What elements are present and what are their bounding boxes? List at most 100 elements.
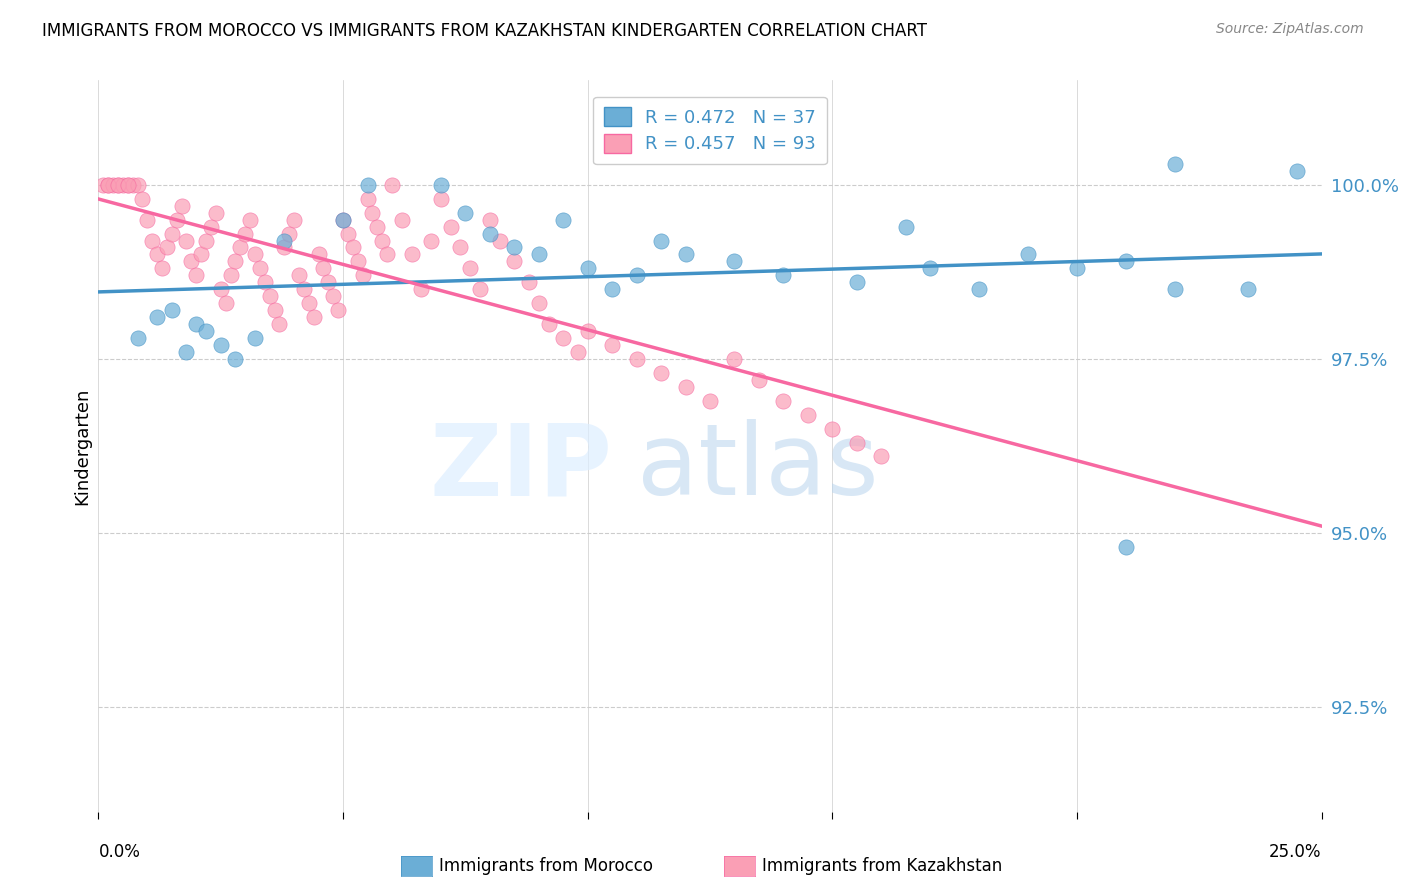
Point xyxy=(821,421,844,435)
Point xyxy=(136,212,159,227)
Y-axis label: Kindergarten: Kindergarten xyxy=(73,387,91,505)
Point xyxy=(381,178,404,192)
Point xyxy=(870,450,893,464)
Point xyxy=(263,303,285,318)
Point xyxy=(160,303,183,318)
Text: Source: ZipAtlas.com: Source: ZipAtlas.com xyxy=(1216,22,1364,37)
Point xyxy=(420,234,443,248)
Point xyxy=(371,234,394,248)
Point xyxy=(336,227,359,241)
Point xyxy=(243,331,266,345)
Point xyxy=(209,338,232,352)
Point xyxy=(278,227,301,241)
Point xyxy=(259,289,281,303)
Point xyxy=(567,345,589,359)
Point xyxy=(107,178,129,192)
Point xyxy=(243,247,266,261)
Point xyxy=(107,178,129,192)
Point xyxy=(576,261,599,276)
Point xyxy=(200,219,222,234)
Point xyxy=(117,178,139,192)
Point xyxy=(503,254,526,268)
Point xyxy=(537,317,560,331)
Point xyxy=(141,234,163,248)
Point xyxy=(894,219,917,234)
Point xyxy=(1164,282,1187,296)
Text: Immigrants from Kazakhstan: Immigrants from Kazakhstan xyxy=(762,857,1002,875)
Point xyxy=(205,205,228,219)
Text: ZIP: ZIP xyxy=(429,419,612,516)
Point xyxy=(224,254,246,268)
Point xyxy=(478,212,501,227)
Point xyxy=(1017,247,1039,261)
Legend: R = 0.472   N = 37, R = 0.457   N = 93: R = 0.472 N = 37, R = 0.457 N = 93 xyxy=(593,96,827,164)
Point xyxy=(797,408,820,422)
Point xyxy=(675,380,697,394)
Point xyxy=(121,178,143,192)
Point xyxy=(920,261,942,276)
Point xyxy=(195,324,218,338)
Point xyxy=(332,212,354,227)
Point xyxy=(111,178,134,192)
Point xyxy=(361,205,384,219)
Point xyxy=(527,247,550,261)
Point xyxy=(209,282,232,296)
Point xyxy=(229,240,252,254)
Point xyxy=(322,289,344,303)
Point xyxy=(450,240,472,254)
Point xyxy=(468,282,491,296)
Point xyxy=(269,317,291,331)
Text: Immigrants from Morocco: Immigrants from Morocco xyxy=(439,857,652,875)
Point xyxy=(356,178,378,192)
Point xyxy=(156,240,179,254)
Point xyxy=(127,331,149,345)
Point xyxy=(723,351,745,366)
Point xyxy=(176,234,198,248)
Point xyxy=(190,247,212,261)
Point xyxy=(675,247,697,261)
Point xyxy=(219,268,242,283)
Text: 0.0%: 0.0% xyxy=(98,843,141,861)
Point xyxy=(117,178,139,192)
Point xyxy=(233,227,256,241)
Point xyxy=(1066,261,1088,276)
Point xyxy=(527,296,550,310)
Point xyxy=(101,178,124,192)
Point xyxy=(312,261,335,276)
Point xyxy=(440,219,463,234)
Point xyxy=(288,268,311,283)
Point xyxy=(352,268,374,283)
Point xyxy=(454,205,477,219)
Point xyxy=(375,247,398,261)
Point xyxy=(91,178,114,192)
Point xyxy=(626,268,648,283)
Point xyxy=(391,212,413,227)
Point xyxy=(845,435,868,450)
Point xyxy=(553,212,575,227)
Point xyxy=(576,324,599,338)
Point xyxy=(650,234,672,248)
Point xyxy=(772,393,794,408)
Point xyxy=(488,234,510,248)
Point xyxy=(186,268,208,283)
Point xyxy=(292,282,315,296)
Point xyxy=(249,261,271,276)
Text: 25.0%: 25.0% xyxy=(1270,843,1322,861)
Point xyxy=(845,275,868,289)
Point xyxy=(180,254,202,268)
Point xyxy=(553,331,575,345)
Point xyxy=(342,240,364,254)
Text: atlas: atlas xyxy=(637,419,879,516)
Point xyxy=(430,192,453,206)
Point xyxy=(1115,254,1137,268)
Point xyxy=(97,178,120,192)
Text: IMMIGRANTS FROM MOROCCO VS IMMIGRANTS FROM KAZAKHSTAN KINDERGARTEN CORRELATION C: IMMIGRANTS FROM MOROCCO VS IMMIGRANTS FR… xyxy=(42,22,927,40)
Point xyxy=(723,254,745,268)
Point xyxy=(356,192,378,206)
Point xyxy=(600,338,623,352)
Point xyxy=(967,282,990,296)
Point xyxy=(186,317,208,331)
Point xyxy=(478,227,501,241)
Point xyxy=(176,345,198,359)
Point xyxy=(127,178,149,192)
